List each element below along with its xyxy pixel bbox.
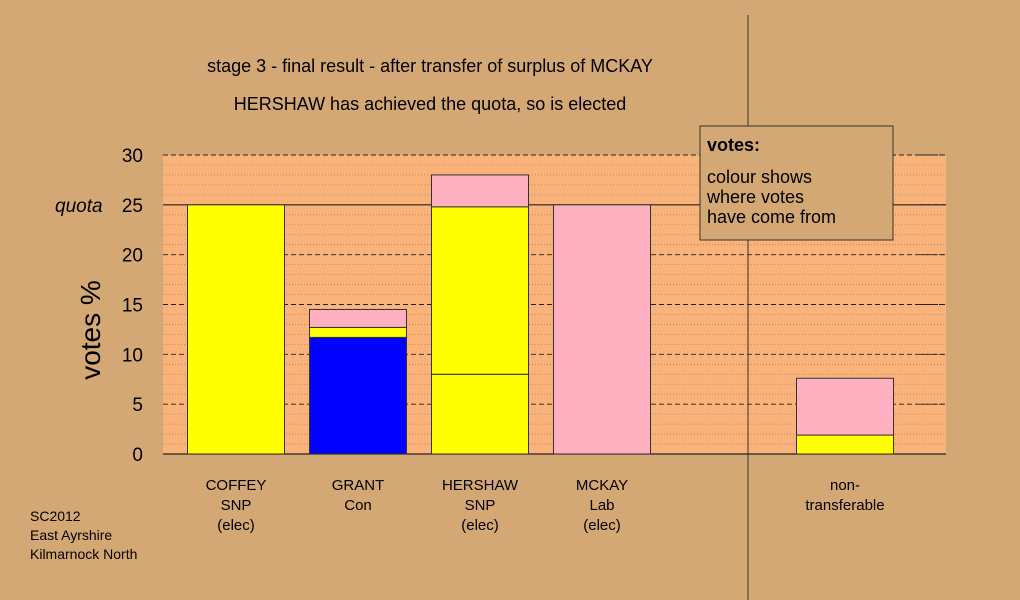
- x-category-label: HERSHAW: [442, 477, 519, 494]
- y-tick-label: 20: [122, 246, 143, 267]
- bar-segment: [431, 206, 529, 375]
- x-category-label: Lab: [589, 497, 614, 514]
- bar-segment: [796, 377, 894, 436]
- x-category-label: MCKAY: [576, 477, 628, 494]
- chart-title: stage 3 - final result - after transfer …: [207, 56, 653, 76]
- bar-segment: [431, 373, 529, 455]
- bar-segment: [187, 204, 285, 455]
- bar-segment: [309, 326, 407, 338]
- bar-segment: [309, 336, 407, 455]
- y-tick-label: 5: [132, 395, 143, 416]
- footer-line: East Ayrshire: [30, 527, 112, 543]
- x-category-label: (elec): [583, 517, 621, 534]
- footer-line: SC2012: [30, 508, 81, 524]
- legend-title: votes:: [707, 135, 760, 155]
- legend: votes: colour shows where votes have com…: [699, 125, 894, 241]
- legend-line: have come from: [707, 207, 836, 227]
- x-category-label: COFFEY: [206, 477, 267, 494]
- x-category-label: (elec): [461, 517, 499, 534]
- x-category-label: non-: [830, 477, 860, 494]
- x-category-label: GRANT: [332, 477, 385, 494]
- chart-subtitle: HERSHAW has achieved the quota, so is el…: [234, 94, 627, 114]
- footer-info: SC2012 East Ayrshire Kilmarnock North: [30, 508, 137, 562]
- footer-line: Kilmarnock North: [30, 546, 137, 562]
- bar-segment: [431, 174, 529, 208]
- y-tick-label: 10: [122, 345, 143, 366]
- legend-line: colour shows: [707, 167, 812, 187]
- x-category-label: SNP: [465, 497, 496, 514]
- bar-segment: [309, 308, 407, 328]
- y-tick-label: 0: [132, 445, 143, 466]
- bar-segment: [553, 204, 651, 455]
- y-tick-label: 15: [122, 296, 143, 317]
- x-category-label: Con: [344, 497, 372, 514]
- y-tick-label: 25: [122, 196, 143, 217]
- legend-box: [699, 125, 894, 241]
- y-axis-label: votes %: [75, 280, 106, 380]
- quota-label: quota: [55, 196, 103, 217]
- x-category-label: transferable: [805, 497, 884, 514]
- y-tick-label: 30: [122, 146, 143, 167]
- bar-segment: [796, 434, 894, 455]
- legend-line: where votes: [706, 187, 804, 207]
- x-category-label: (elec): [217, 517, 255, 534]
- x-category-label: SNP: [221, 497, 252, 514]
